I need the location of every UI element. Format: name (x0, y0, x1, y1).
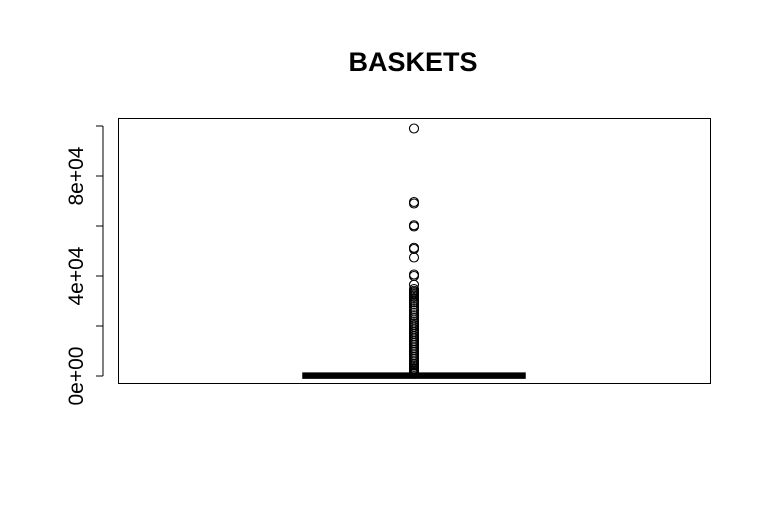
y-tick-label: 4e+04 (65, 246, 88, 305)
chart-title: BASKETS (348, 47, 477, 77)
outlier-points (408, 123, 420, 379)
y-axis-ticks (96, 125, 103, 377)
plot-frame (118, 118, 711, 384)
outlier-point (408, 368, 420, 379)
y-tick-label: 0e+00 (65, 347, 88, 406)
outlier-point (408, 221, 420, 232)
outlier-point (408, 252, 420, 263)
y-tick-label: 8e+04 (65, 146, 88, 205)
y-axis-tick-labels: 0e+00 4e+04 8e+04 (65, 146, 88, 405)
outlier-point (408, 198, 420, 209)
outlier-point (408, 123, 420, 134)
